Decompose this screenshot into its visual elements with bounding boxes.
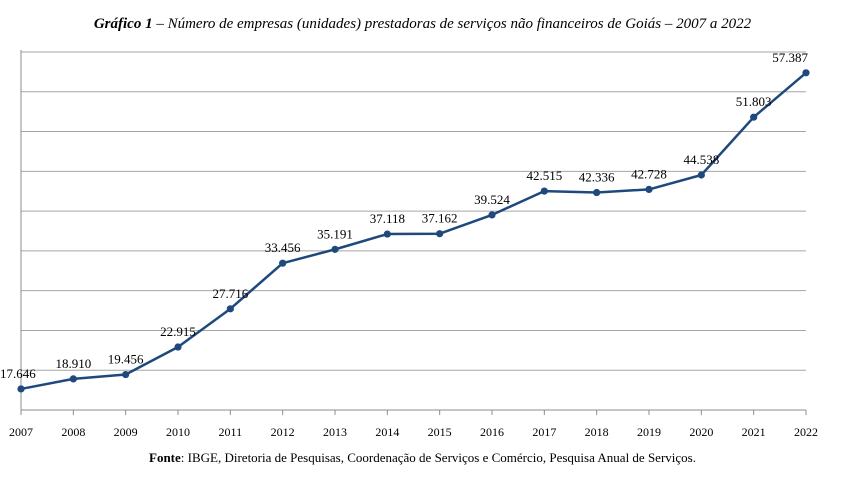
data-label: 51.803	[736, 94, 772, 109]
data-point	[540, 187, 548, 195]
data-label: 33.456	[265, 240, 301, 255]
x-tick-label: 2022	[794, 425, 818, 439]
x-tick-label: 2014	[375, 425, 399, 439]
data-label: 57.387	[772, 50, 808, 65]
x-tick-label: 2007	[9, 425, 33, 439]
data-label: 42.515	[526, 168, 562, 183]
data-label: 37.162	[422, 211, 458, 226]
data-point	[226, 305, 234, 313]
x-tick-label: 2016	[480, 425, 504, 439]
data-point	[122, 370, 130, 379]
data-label: 19.456	[108, 352, 144, 367]
data-point	[17, 385, 25, 393]
data-label: 18.910	[55, 356, 91, 371]
data-label: 37.118	[370, 211, 405, 226]
chart-source-prefix: Fonte	[149, 450, 181, 465]
x-tick-label: 2015	[428, 425, 452, 439]
x-tick-label: 2012	[271, 425, 295, 439]
data-point	[436, 230, 444, 238]
data-point	[645, 185, 653, 194]
chart-title: Gráfico 1 – Número de empresas (unidades…	[0, 16, 845, 33]
x-tick-label: 2018	[585, 425, 609, 439]
x-tick-label: 2017	[532, 425, 556, 439]
data-point	[697, 171, 705, 179]
x-tick-label: 2010	[166, 425, 190, 439]
data-label: 27.716	[212, 286, 248, 301]
data-label: 44.538	[683, 152, 719, 167]
data-label: 22.915	[160, 324, 196, 339]
axis-layer	[20, 50, 807, 415]
chart-title-prefix: Gráfico 1	[93, 16, 153, 32]
x-tick-label: 2021	[742, 425, 766, 439]
data-point	[331, 245, 339, 253]
series-layer	[17, 69, 810, 393]
data-point	[383, 230, 391, 238]
data-label: 39.524	[474, 192, 510, 207]
data-label: 42.728	[631, 166, 667, 181]
grid-layer	[21, 51, 806, 371]
x-tick-label: 2019	[637, 425, 661, 439]
data-point	[593, 188, 601, 197]
x-tick-label: 2008	[61, 425, 85, 439]
chart-title-text: – Número de empresas (unidades) prestado…	[152, 16, 752, 32]
x-tick-label: 2020	[689, 425, 713, 439]
data-label: 35.191	[317, 226, 353, 241]
x-tick-label: 2013	[323, 425, 347, 439]
chart-source: Fonte: IBGE, Diretoria de Pesquisas, Coo…	[0, 450, 845, 466]
data-point	[69, 375, 77, 383]
chart-source-text: : IBGE, Diretoria de Pesquisas, Coordena…	[180, 450, 696, 465]
series-line	[20, 71, 807, 391]
data-label: 17.646	[0, 366, 36, 381]
x-tick-label: 2011	[219, 425, 243, 439]
data-label: 42.336	[579, 170, 615, 185]
label-layer: 2007 2008 2009 2010 2011 2012 2013 2014 2015 2016…	[0, 50, 818, 439]
data-point	[488, 211, 496, 219]
data-point	[750, 113, 758, 121]
x-tick-label: 2009	[114, 425, 138, 439]
data-point	[279, 259, 287, 267]
data-point	[802, 69, 810, 77]
data-point	[174, 343, 182, 351]
